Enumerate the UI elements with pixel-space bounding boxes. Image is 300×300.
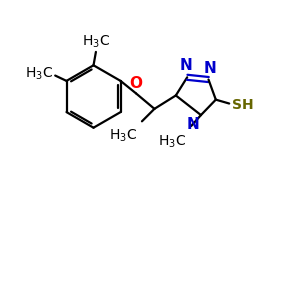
Text: O: O (130, 76, 142, 91)
Text: H$_3$C: H$_3$C (25, 66, 53, 82)
Text: H$_3$C: H$_3$C (82, 33, 110, 50)
Text: SH: SH (232, 98, 254, 112)
Text: N: N (187, 117, 200, 132)
Text: H$_3$C: H$_3$C (158, 134, 186, 150)
Text: H$_3$C: H$_3$C (110, 128, 137, 144)
Text: N: N (179, 58, 192, 74)
Text: N: N (204, 61, 216, 76)
